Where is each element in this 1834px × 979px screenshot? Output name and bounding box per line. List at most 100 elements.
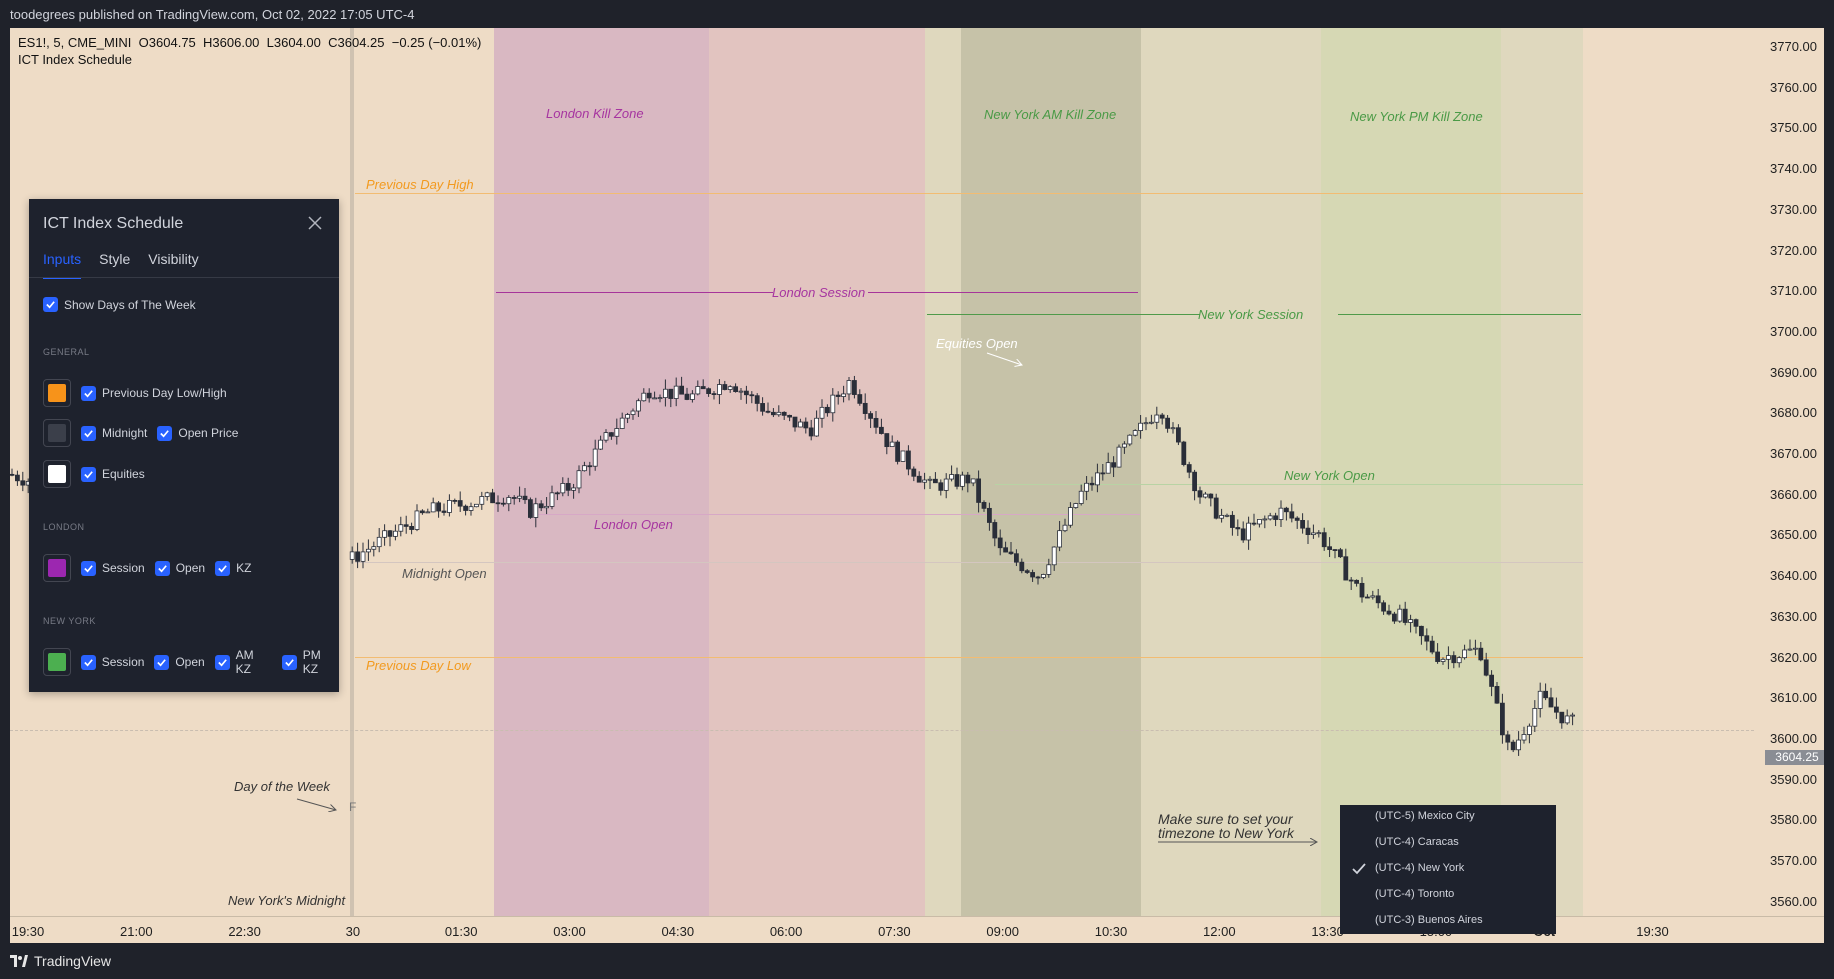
- midnight-color: [48, 424, 66, 442]
- candle-body: [738, 390, 744, 393]
- candle-body: [884, 433, 890, 448]
- candle-body: [879, 426, 884, 434]
- candle-body: [598, 439, 603, 450]
- timezone-option[interactable]: (UTC-5) Mexico City: [1375, 810, 1475, 822]
- candle-body: [409, 526, 415, 530]
- timezone-option[interactable]: (UTC-3) Buenos Aires: [1375, 914, 1483, 926]
- candle-body: [1219, 514, 1224, 519]
- london-open-label: Open: [175, 561, 206, 575]
- time-tick-label: 21:00: [120, 924, 153, 939]
- timezone-option[interactable]: (UTC-4) Caracas: [1375, 836, 1459, 848]
- candle-body: [641, 392, 647, 402]
- midnight-open-line: [355, 562, 1583, 563]
- prev-day-color-swatch[interactable]: [43, 379, 71, 407]
- published-header: toodegrees published on TradingView.com,…: [0, 0, 1834, 28]
- current-price-line: [10, 730, 1754, 731]
- ny-session-checkbox[interactable]: [80, 654, 96, 670]
- close-icon[interactable]: [307, 215, 323, 231]
- london-kz-checkbox[interactable]: [215, 560, 231, 576]
- candle-body: [20, 480, 26, 486]
- candle-body: [452, 499, 458, 502]
- candle-body: [1294, 517, 1300, 521]
- open-label: O: [138, 35, 149, 50]
- tab-inputs[interactable]: Inputs: [43, 251, 82, 279]
- indicator-legend[interactable]: ICT Index Schedule: [18, 52, 132, 67]
- midnight-open-label: Midnight Open: [402, 566, 487, 581]
- brand-label: TradingView: [34, 953, 112, 969]
- ny-pm-kill-zone-label: New York PM Kill Zone: [1350, 109, 1483, 124]
- candle-body: [1273, 515, 1278, 520]
- candle-body: [1386, 610, 1392, 615]
- candle-body: [646, 392, 652, 399]
- candle-body: [1246, 522, 1251, 541]
- candle-body: [1505, 734, 1511, 743]
- candle-body: [1035, 576, 1041, 579]
- candle-body: [1230, 514, 1235, 528]
- london-session-label: Session: [102, 561, 145, 575]
- candle-body: [398, 524, 404, 532]
- ny-pm-kz-checkbox[interactable]: [281, 654, 297, 670]
- candle-body: [403, 524, 409, 527]
- ny-open-line: [995, 484, 1583, 485]
- timezone-option-selected[interactable]: (UTC-4) New York: [1375, 862, 1465, 874]
- candle-body: [1132, 430, 1138, 436]
- open-price-checkbox[interactable]: [157, 425, 173, 441]
- london-color-swatch[interactable]: [43, 554, 71, 582]
- candle-body: [1478, 647, 1484, 661]
- candle-body: [1111, 462, 1116, 468]
- timezone-option[interactable]: (UTC-4) Toronto: [1375, 888, 1455, 900]
- candle-body: [376, 536, 382, 548]
- candle-body: [1402, 608, 1408, 623]
- london-open-checkbox[interactable]: [154, 560, 170, 576]
- price-tick-label: 3580.00: [1770, 812, 1817, 828]
- candle-body: [1435, 651, 1440, 662]
- prev-day-checkbox[interactable]: [81, 385, 96, 401]
- time-tick-label: 13:30: [1311, 924, 1344, 939]
- candle-body: [776, 411, 782, 416]
- candle-body: [862, 402, 868, 414]
- candle-body: [673, 385, 679, 399]
- candle-body: [1154, 414, 1160, 423]
- candle-body: [1208, 493, 1214, 499]
- midnight-checkbox[interactable]: [81, 425, 96, 441]
- price-chart[interactable]: London Kill Zone New York AM Kill Zone N…: [10, 28, 1824, 943]
- candle-body: [733, 386, 738, 393]
- timezone-note-line2: timezone to New York: [1158, 825, 1294, 841]
- ny-color-swatch[interactable]: [43, 648, 71, 676]
- price-tick-label: 3690.00: [1770, 364, 1817, 380]
- candle-body: [1014, 553, 1019, 563]
- candle-body: [695, 386, 701, 395]
- candle-body: [1392, 613, 1397, 622]
- candle-body: [1181, 441, 1187, 465]
- equities-color-swatch[interactable]: [43, 460, 71, 488]
- price-axis[interactable]: 3770.00 3760.00 3750.00 3740.00 3730.00 3720.…: [1754, 28, 1824, 916]
- equities-open-label: Equities Open: [936, 336, 1018, 351]
- show-days-checkbox[interactable]: [43, 297, 58, 312]
- candle-body: [717, 384, 722, 395]
- candle-body: [1311, 532, 1316, 536]
- candle-body: [1451, 655, 1457, 664]
- time-tick-label: 19:30: [1636, 924, 1669, 939]
- ny-am-kz-checkbox[interactable]: [214, 654, 230, 670]
- symbol-label[interactable]: ES1!, 5, CME_MINI: [18, 35, 132, 50]
- midnight-color-swatch[interactable]: [43, 419, 71, 447]
- candle-body: [360, 551, 366, 562]
- london-session-checkbox[interactable]: [81, 560, 96, 576]
- time-tick-label: 04:30: [661, 924, 695, 939]
- tab-style[interactable]: Style: [99, 251, 131, 267]
- equities-checkbox[interactable]: [81, 466, 96, 482]
- price-tick-label: 3650.00: [1770, 527, 1817, 543]
- london-session-bg: [709, 28, 925, 916]
- candle-body: [1240, 528, 1246, 541]
- candle-body: [517, 495, 523, 499]
- candle-body: [663, 388, 668, 399]
- tab-visibility[interactable]: Visibility: [148, 251, 199, 267]
- candle-body: [657, 397, 663, 400]
- price-tick-label: 3750.00: [1770, 120, 1817, 136]
- price-tick-label: 3620.00: [1770, 649, 1817, 665]
- tradingview-logo[interactable]: TradingView: [10, 953, 111, 969]
- current-price-tag: 3604.25: [1765, 750, 1824, 765]
- candle-body: [1192, 471, 1197, 492]
- candle-body: [1559, 711, 1565, 724]
- ny-open-checkbox[interactable]: [154, 654, 170, 670]
